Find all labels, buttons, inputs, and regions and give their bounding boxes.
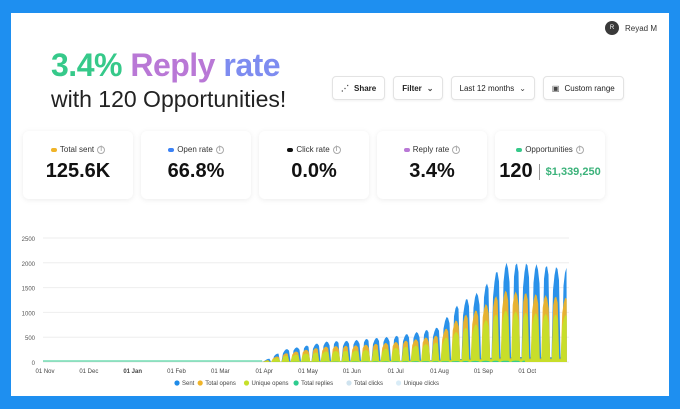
card-label: Reply rate (412, 145, 450, 154)
card-value: 125.6K (45, 160, 111, 182)
info-icon[interactable]: i (215, 145, 224, 154)
y-tick-label: 0 (32, 361, 36, 367)
x-tick-label: 01 Mar (211, 369, 230, 375)
legend-label: Total clicks (354, 381, 383, 387)
x-tick-label: 01 Oct (518, 369, 536, 375)
legend-label: Unique opens (252, 381, 289, 387)
headline-rate: 3.4% (51, 47, 122, 83)
y-tick-label: 2500 (22, 237, 36, 243)
user-menu[interactable]: R Reyad M (604, 21, 657, 35)
card-opportunities: Opportunities i 120 $1,339,250 (495, 131, 605, 199)
legend-swatch (243, 380, 250, 386)
legend-label: Total opens (205, 381, 236, 387)
activity-chart: 0 500 1000 1500 2000 2500 01 Nov 01 Dec 01 Jan 01… (11, 218, 669, 396)
legend-swatch (197, 380, 203, 386)
avatar: R (604, 21, 619, 35)
share-button[interactable]: ⋰ Share (332, 76, 386, 100)
custom-range-label: Custom range (564, 83, 615, 93)
activity-chart-svg: 0 500 1000 1500 2000 2500 01 Nov 01 Dec 01 Jan 01… (22, 237, 569, 387)
divider (538, 163, 540, 180)
x-tick-label: 01 Dec (79, 369, 98, 375)
x-tick-label: 01 Jul (388, 369, 404, 375)
x-tick-label: 01 Apr (255, 369, 272, 375)
headline-reply: Reply (130, 47, 215, 83)
share-icon: ⋰ (341, 83, 349, 93)
calendar-icon: ▣ (551, 83, 560, 93)
card-reply-rate: Reply rate i 3.4% (377, 131, 487, 199)
series-unique-opens (262, 310, 567, 362)
x-tick-label: 01 Feb (167, 369, 186, 375)
info-icon[interactable]: i (97, 145, 106, 154)
reply-rate-dot (403, 147, 410, 152)
card-label: Opportunities (525, 145, 573, 154)
info-icon[interactable]: i (575, 145, 584, 154)
total-sent-dot (50, 147, 57, 152)
opportunities-dot (516, 147, 523, 152)
user-name: Reyad M (624, 23, 657, 33)
x-tick-label: 01 Jun (343, 369, 361, 375)
legend-label: Total replies (301, 381, 333, 387)
period-label: Last 12 months (459, 83, 515, 93)
page-subtitle: with 120 Opportunities! (51, 86, 287, 112)
y-tick-label: 2000 (22, 262, 36, 268)
card-open-rate: Open rate i 66.8% (141, 131, 251, 199)
card-value: 66.8% (167, 160, 225, 182)
click-rate-dot (287, 147, 294, 152)
info-icon[interactable]: i (452, 145, 461, 154)
legend-swatch (293, 380, 299, 386)
card-label: Open rate (177, 145, 213, 154)
open-rate-dot (168, 147, 175, 152)
legend-swatch (396, 380, 402, 386)
filter-button[interactable]: Filter ⌄ (393, 76, 443, 100)
card-label: Click rate (296, 145, 330, 154)
headline-word: rate (223, 47, 281, 83)
dashboard-frame: R Reyad M 3.4% Reply rate with 120 Oppor… (11, 13, 669, 396)
filter-label: Filter (402, 83, 422, 93)
y-tick-label: 1500 (22, 287, 36, 293)
card-total-sent: Total sent i 125.6K (23, 131, 133, 199)
legend-label: Sent (182, 381, 195, 387)
series-total-replies (262, 360, 526, 362)
x-tick-label: 01 Sep (474, 369, 494, 375)
share-label: Share (354, 83, 377, 93)
card-click-rate: Click rate i 0.0% (259, 131, 369, 199)
x-tick-label: 01 Nov (35, 369, 54, 375)
card-value: 3.4% (409, 160, 455, 182)
y-tick-label: 500 (25, 336, 36, 342)
x-tick-label: 01 Aug (430, 369, 449, 375)
opportunity-value: $1,339,250 (545, 165, 601, 178)
page-headline: 3.4% Reply rate (51, 47, 281, 83)
x-tick-label: 01 Jan (123, 369, 142, 375)
chevron-down-icon: ⌄ (519, 83, 526, 93)
legend-swatch (174, 380, 180, 386)
x-tick-label: 01 May (298, 369, 318, 375)
legend-swatch (346, 380, 352, 386)
legend-label: Unique clicks (404, 381, 439, 387)
custom-range-button[interactable]: ▣ Custom range (542, 76, 624, 100)
card-label: Total sent (59, 145, 95, 154)
y-tick-label: 1000 (22, 311, 36, 317)
period-select[interactable]: Last 12 months ⌄ (450, 76, 535, 100)
toolbar: ⋰ Share Filter ⌄ Last 12 months ⌄ ▣ Cust… (332, 76, 624, 100)
stats-cards: Total sent i 125.6K Open rate i 66.8% Cl… (23, 131, 605, 199)
chevron-down-icon: ⌄ (426, 83, 434, 93)
card-value: 120 (499, 160, 533, 182)
info-icon[interactable]: i (332, 145, 341, 154)
card-value: 0.0% (291, 160, 337, 182)
